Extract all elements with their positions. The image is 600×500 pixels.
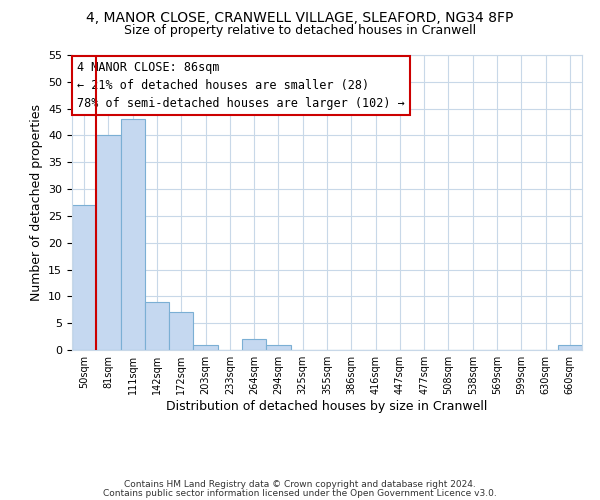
- Bar: [193, 344, 218, 350]
- Text: 4, MANOR CLOSE, CRANWELL VILLAGE, SLEAFORD, NG34 8FP: 4, MANOR CLOSE, CRANWELL VILLAGE, SLEAFO…: [86, 11, 514, 25]
- Text: Size of property relative to detached houses in Cranwell: Size of property relative to detached ho…: [124, 24, 476, 37]
- Bar: [121, 120, 145, 350]
- Y-axis label: Number of detached properties: Number of detached properties: [29, 104, 43, 301]
- X-axis label: Distribution of detached houses by size in Cranwell: Distribution of detached houses by size …: [166, 400, 488, 413]
- Bar: [96, 136, 121, 350]
- Bar: [242, 340, 266, 350]
- Text: Contains public sector information licensed under the Open Government Licence v3: Contains public sector information licen…: [103, 488, 497, 498]
- Bar: [266, 344, 290, 350]
- Bar: [558, 344, 582, 350]
- Text: Contains HM Land Registry data © Crown copyright and database right 2024.: Contains HM Land Registry data © Crown c…: [124, 480, 476, 489]
- Bar: [169, 312, 193, 350]
- Bar: [72, 205, 96, 350]
- Text: 4 MANOR CLOSE: 86sqm
← 21% of detached houses are smaller (28)
78% of semi-detac: 4 MANOR CLOSE: 86sqm ← 21% of detached h…: [77, 61, 405, 110]
- Bar: [145, 302, 169, 350]
